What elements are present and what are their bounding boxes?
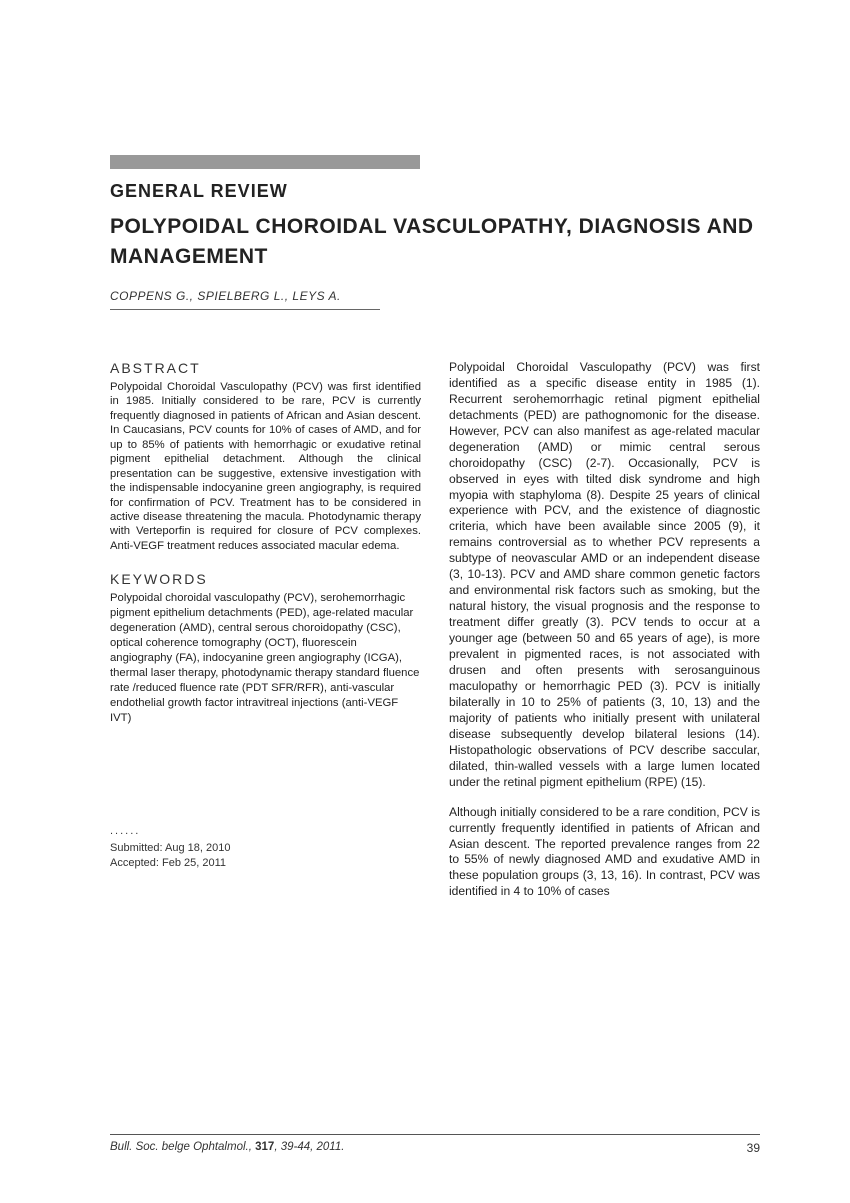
section-label: GENERAL REVIEW	[110, 181, 760, 202]
body-paragraph-1: Polypoidal Choroidal Vasculopathy (PCV) …	[449, 360, 760, 791]
abstract-heading: ABSTRACT	[110, 360, 421, 376]
left-column: ABSTRACT Polypoidal Choroidal Vasculopat…	[110, 360, 421, 914]
article-title: POLYPOIDAL CHOROIDAL VASCULOPATHY, DIAGN…	[110, 212, 760, 273]
journal-name: Bull. Soc. belge Ophtalmol.,	[110, 1141, 252, 1153]
keywords-text: Polypoidal choroidal vasculopathy (PCV),…	[110, 591, 421, 725]
two-column-layout: ABSTRACT Polypoidal Choroidal Vasculopat…	[110, 360, 760, 914]
right-column: Polypoidal Choroidal Vasculopathy (PCV) …	[449, 360, 760, 914]
keywords-heading: KEYWORDS	[110, 571, 421, 587]
body-paragraph-2: Although initially considered to be a ra…	[449, 805, 760, 901]
footer-citation: Bull. Soc. belge Ophtalmol., 317, 39-44,…	[110, 1141, 344, 1155]
submitted-date: Submitted: Aug 18, 2010	[110, 841, 421, 856]
volume-number: 317	[255, 1141, 274, 1153]
submission-dates: Submitted: Aug 18, 2010 Accepted: Feb 25…	[110, 841, 421, 871]
separator-dots: ......	[110, 825, 421, 837]
pages-year: , 39-44, 2011.	[274, 1141, 344, 1153]
abstract-text: Polypoidal Choroidal Vasculopathy (PCV) …	[110, 380, 421, 553]
header-rule-bar	[110, 155, 420, 169]
page-footer: Bull. Soc. belge Ophtalmol., 317, 39-44,…	[110, 1134, 760, 1155]
authors-line: COPPENS G., SPIELBERG L., LEYS A.	[110, 289, 380, 310]
accepted-date: Accepted: Feb 25, 2011	[110, 856, 421, 871]
page-number: 39	[747, 1141, 760, 1155]
